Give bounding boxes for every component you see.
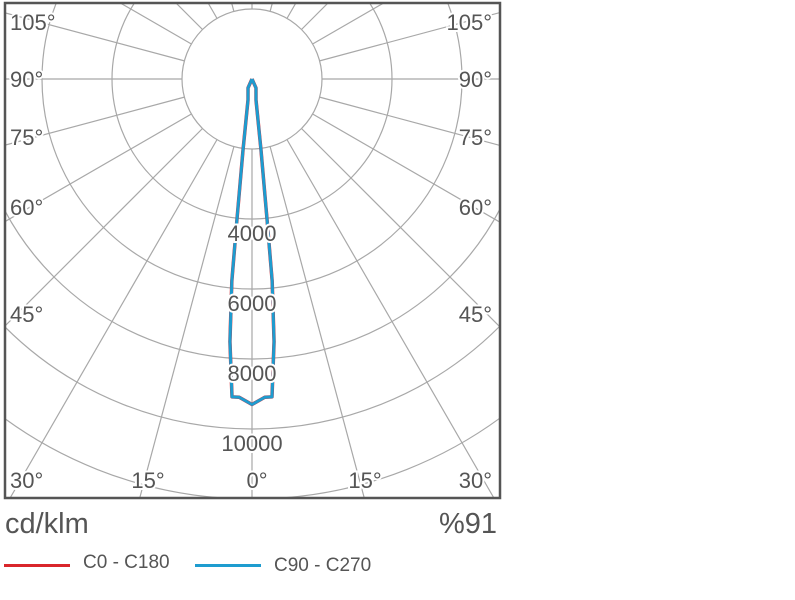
grid-spoke [207,3,218,19]
angle-label-right: 45° [459,302,492,327]
angle-label-right: 60° [459,195,492,220]
legend: C0 - C180 C90 - C270 [0,550,500,580]
angle-label-right: 75° [459,125,492,150]
grid-spoke [175,3,203,30]
angle-label-left: 90° [10,67,43,92]
curves [228,78,276,407]
legend-swatch-c90 [195,564,261,567]
legend-swatch-c0 [4,564,70,567]
grid-spoke [312,3,384,45]
angle-label-right: 90° [459,67,492,92]
grid-spoke [5,96,185,146]
angle-label-bottom: 15° [348,468,381,493]
angle-label-right: 105° [446,10,492,35]
grid-spoke [319,11,500,62]
angle-label-left: 45° [10,302,43,327]
angle-label-bottom: 0° [246,468,267,493]
grid-spoke [5,113,192,223]
grid-circle [5,324,500,430]
angle-label-bottom: 15° [131,468,164,493]
grid-circle [5,417,500,498]
radial-tick-label: 8000 [228,361,277,386]
grid-spoke [139,146,235,498]
grid-spoke [231,3,235,12]
radial-tick-label: 4000 [228,221,277,246]
angle-label-right: 30° [459,468,492,493]
grid-spoke [312,113,500,223]
grid-spoke [301,3,329,30]
plot-frame [3,1,502,500]
grid-spoke [269,146,365,498]
grid-spoke [9,139,218,498]
polar-grid [5,3,500,498]
grid-spoke [286,3,297,19]
grid-spoke [120,3,192,45]
grid-spoke [5,128,203,327]
grid-spoke [5,12,185,62]
legend-label-c0: C0 - C180 [83,552,170,573]
angle-label-left: 30° [10,468,43,493]
angle-label-left: 105° [10,10,56,35]
grid-spoke [286,139,495,498]
unit-label: cd/klm [5,508,89,540]
efficiency-label: %91 [438,508,497,540]
curve-c90-c270 [228,78,276,406]
radial-tick-label: 6000 [228,291,277,316]
legend-label-c90: C90 - C270 [274,555,372,576]
angle-label-left: 75° [10,125,43,150]
angle-label-left: 60° [10,195,43,220]
radial-tick-label: 10000 [221,431,282,456]
grid-spoke [301,128,500,328]
grid-spoke [269,3,273,12]
grid-spoke [319,96,500,147]
labels: 4000 6000 8000 10000 105° 105° 90° 90° 75° 75° 60°… [8,8,494,495]
